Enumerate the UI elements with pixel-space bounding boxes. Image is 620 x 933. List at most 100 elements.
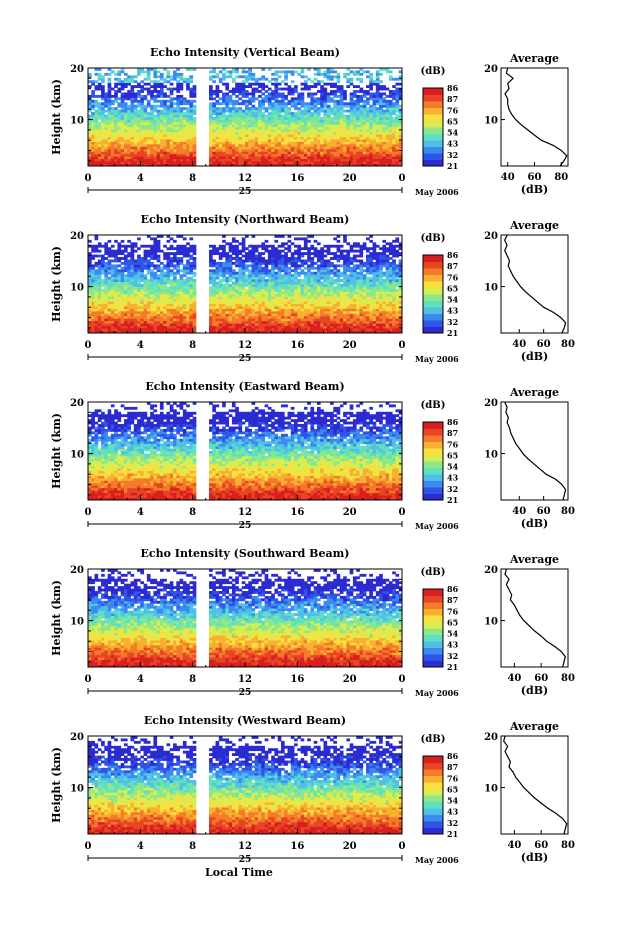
heatmap-cell [297, 97, 301, 100]
heatmap-cell [225, 102, 229, 105]
heatmap-cell [127, 80, 131, 83]
heatmap-cell [327, 151, 331, 154]
heatmap-cell [255, 146, 259, 149]
heatmap-cell [147, 323, 151, 326]
heatmap-cell [170, 291, 174, 294]
heatmap-cell [271, 151, 275, 154]
heatmap-cell [124, 124, 128, 127]
heatmap-cell [274, 70, 278, 73]
heatmap-cell [232, 240, 236, 243]
heatmap-cell [173, 154, 177, 157]
heatmap-cell [209, 274, 213, 277]
heatmap-cell [101, 107, 105, 110]
heatmap-cell [131, 107, 135, 110]
colorbar-swatch [423, 95, 443, 102]
heatmap-cell [340, 151, 344, 154]
heatmap-cell [307, 154, 311, 157]
heatmap-cell [278, 129, 282, 132]
heatmap-cell [232, 88, 236, 91]
heatmap-cell [216, 284, 220, 287]
heatmap-cell [304, 132, 308, 135]
heatmap-cell [238, 127, 242, 130]
heatmap-cell [304, 159, 308, 162]
heatmap-cell [209, 260, 213, 263]
heatmap-cell [386, 142, 390, 145]
heatmap-cell [137, 117, 141, 120]
heatmap-cell [284, 154, 288, 157]
heatmap-cell [173, 159, 177, 162]
heatmap-cell [114, 311, 118, 314]
heatmap-cell [294, 88, 298, 91]
heatmap-cell [219, 255, 223, 258]
heatmap-cell [157, 105, 161, 108]
heatmap-cell [271, 129, 275, 132]
heatmap-cell [140, 277, 144, 280]
heatmap-cell [183, 129, 187, 132]
heatmap-cell [232, 142, 236, 145]
heatmap-cell [121, 318, 125, 321]
heatmap-cell [222, 161, 226, 164]
heatmap-cell [157, 247, 161, 250]
heatmap-cell [170, 110, 174, 113]
heatmap-cell [235, 102, 239, 105]
heatmap-cell [242, 112, 246, 115]
heatmap-cell [369, 161, 373, 164]
heatmap-cell [389, 102, 393, 105]
heatmap-cell [252, 137, 256, 140]
heatmap-cell [307, 122, 311, 125]
heatmap-cell [294, 115, 298, 118]
heatmap-cell [363, 122, 367, 125]
heatmap-cell [104, 146, 108, 149]
heatmap-cell [117, 117, 121, 120]
heatmap-cell [248, 306, 252, 309]
heatmap-cell [238, 272, 242, 275]
heatmap-cell [363, 105, 367, 108]
heatmap-cell [153, 326, 157, 329]
heatmap-cell [101, 139, 105, 142]
heatmap-cell [193, 132, 197, 135]
heatmap-cell [98, 304, 102, 307]
heatmap-cell [386, 151, 390, 154]
heatmap-cell [353, 112, 357, 115]
heatmap-cell [216, 95, 220, 98]
heatmap-cell [176, 309, 180, 312]
heatmap-cell [235, 316, 239, 319]
heatmap-cell [131, 112, 135, 115]
heatmap-cell [265, 144, 269, 147]
heatmap-cell [124, 93, 128, 96]
heatmap-cell [238, 159, 242, 162]
heatmap-cell [193, 301, 197, 304]
heatmap-cell [134, 122, 138, 125]
heatmap-cell [153, 117, 157, 120]
heatmap-cell [150, 284, 154, 287]
heatmap-cell [163, 105, 167, 108]
heatmap-cell [98, 83, 102, 86]
heatmap-cell [379, 122, 383, 125]
heatmap-cell [114, 252, 118, 255]
heatmap-cell [268, 100, 272, 103]
heatmap-cell [245, 105, 249, 108]
heatmap-cell [108, 139, 112, 142]
heatmap-cell [98, 122, 102, 125]
heatmap-cell [117, 306, 121, 309]
heatmap-cell [111, 309, 115, 312]
heatmap-cell [314, 146, 318, 149]
heatmap-cell [265, 291, 269, 294]
heatmap-cell [91, 301, 95, 304]
heatmap-cell [167, 267, 171, 270]
heatmap-cell [310, 159, 314, 162]
heatmap-cell [265, 134, 269, 137]
heatmap-cell [209, 93, 213, 96]
heatmap-cell [346, 144, 350, 147]
heatmap-cell [117, 97, 121, 100]
heatmap-cell [117, 269, 121, 272]
heatmap-cell [212, 75, 216, 78]
heatmap-cell [242, 289, 246, 292]
heatmap-cell [95, 272, 99, 275]
heatmap-cell [101, 146, 105, 149]
heatmap-cell [216, 286, 220, 289]
heatmap-cell [144, 107, 148, 110]
heatmap-cell [258, 115, 262, 118]
heatmap-cell [219, 323, 223, 326]
heatmap-cell [189, 257, 193, 260]
